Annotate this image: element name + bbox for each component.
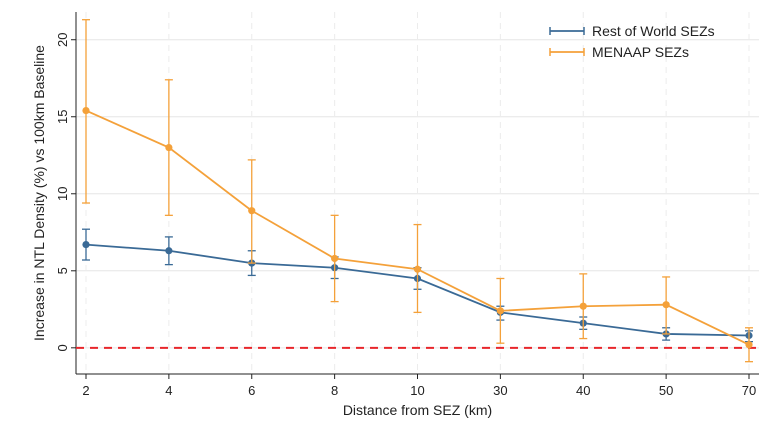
x-tick-label: 6 bbox=[248, 383, 255, 398]
data-point bbox=[331, 254, 339, 263]
y-axis-title: Increase in NTL Density (%) vs 100km Bas… bbox=[31, 45, 47, 341]
y-tick-label: 20 bbox=[55, 32, 70, 46]
y-tick-label: 10 bbox=[55, 187, 70, 201]
legend: Rest of World SEZs MENAAP SEZs bbox=[549, 23, 715, 60]
data-point bbox=[496, 307, 504, 315]
grid-lines bbox=[76, 12, 759, 374]
data-point bbox=[82, 241, 90, 249]
data-point bbox=[82, 106, 90, 115]
x-tick-label: 8 bbox=[331, 383, 338, 398]
x-tick-label: 10 bbox=[410, 383, 424, 398]
data-point bbox=[662, 301, 670, 309]
axes: 0 5 10 15 20 2 4 6 8 10 30 40 50 70 bbox=[55, 12, 759, 398]
x-tick-label: 2 bbox=[82, 383, 89, 398]
x-tick-label: 4 bbox=[165, 383, 172, 398]
data-point bbox=[745, 341, 753, 349]
x-tick-label: 30 bbox=[493, 383, 507, 398]
legend-label: Rest of World SEZs bbox=[592, 23, 715, 39]
series-layer bbox=[82, 19, 753, 363]
data-point bbox=[165, 247, 173, 255]
data-point bbox=[413, 265, 422, 273]
y-tick-label: 15 bbox=[55, 110, 70, 124]
x-tick-label: 70 bbox=[742, 383, 756, 398]
x-axis-title: Distance from SEZ (km) bbox=[343, 402, 492, 418]
x-tick-label: 50 bbox=[659, 383, 673, 398]
x-tick-label: 40 bbox=[576, 383, 590, 398]
data-point bbox=[579, 302, 587, 310]
legend-label: MENAAP SEZs bbox=[592, 44, 689, 60]
y-tick-label: 0 bbox=[55, 344, 70, 351]
series-2 bbox=[82, 19, 753, 363]
y-tick-label: 5 bbox=[55, 267, 70, 274]
data-point bbox=[165, 143, 173, 152]
data-point bbox=[248, 207, 256, 215]
